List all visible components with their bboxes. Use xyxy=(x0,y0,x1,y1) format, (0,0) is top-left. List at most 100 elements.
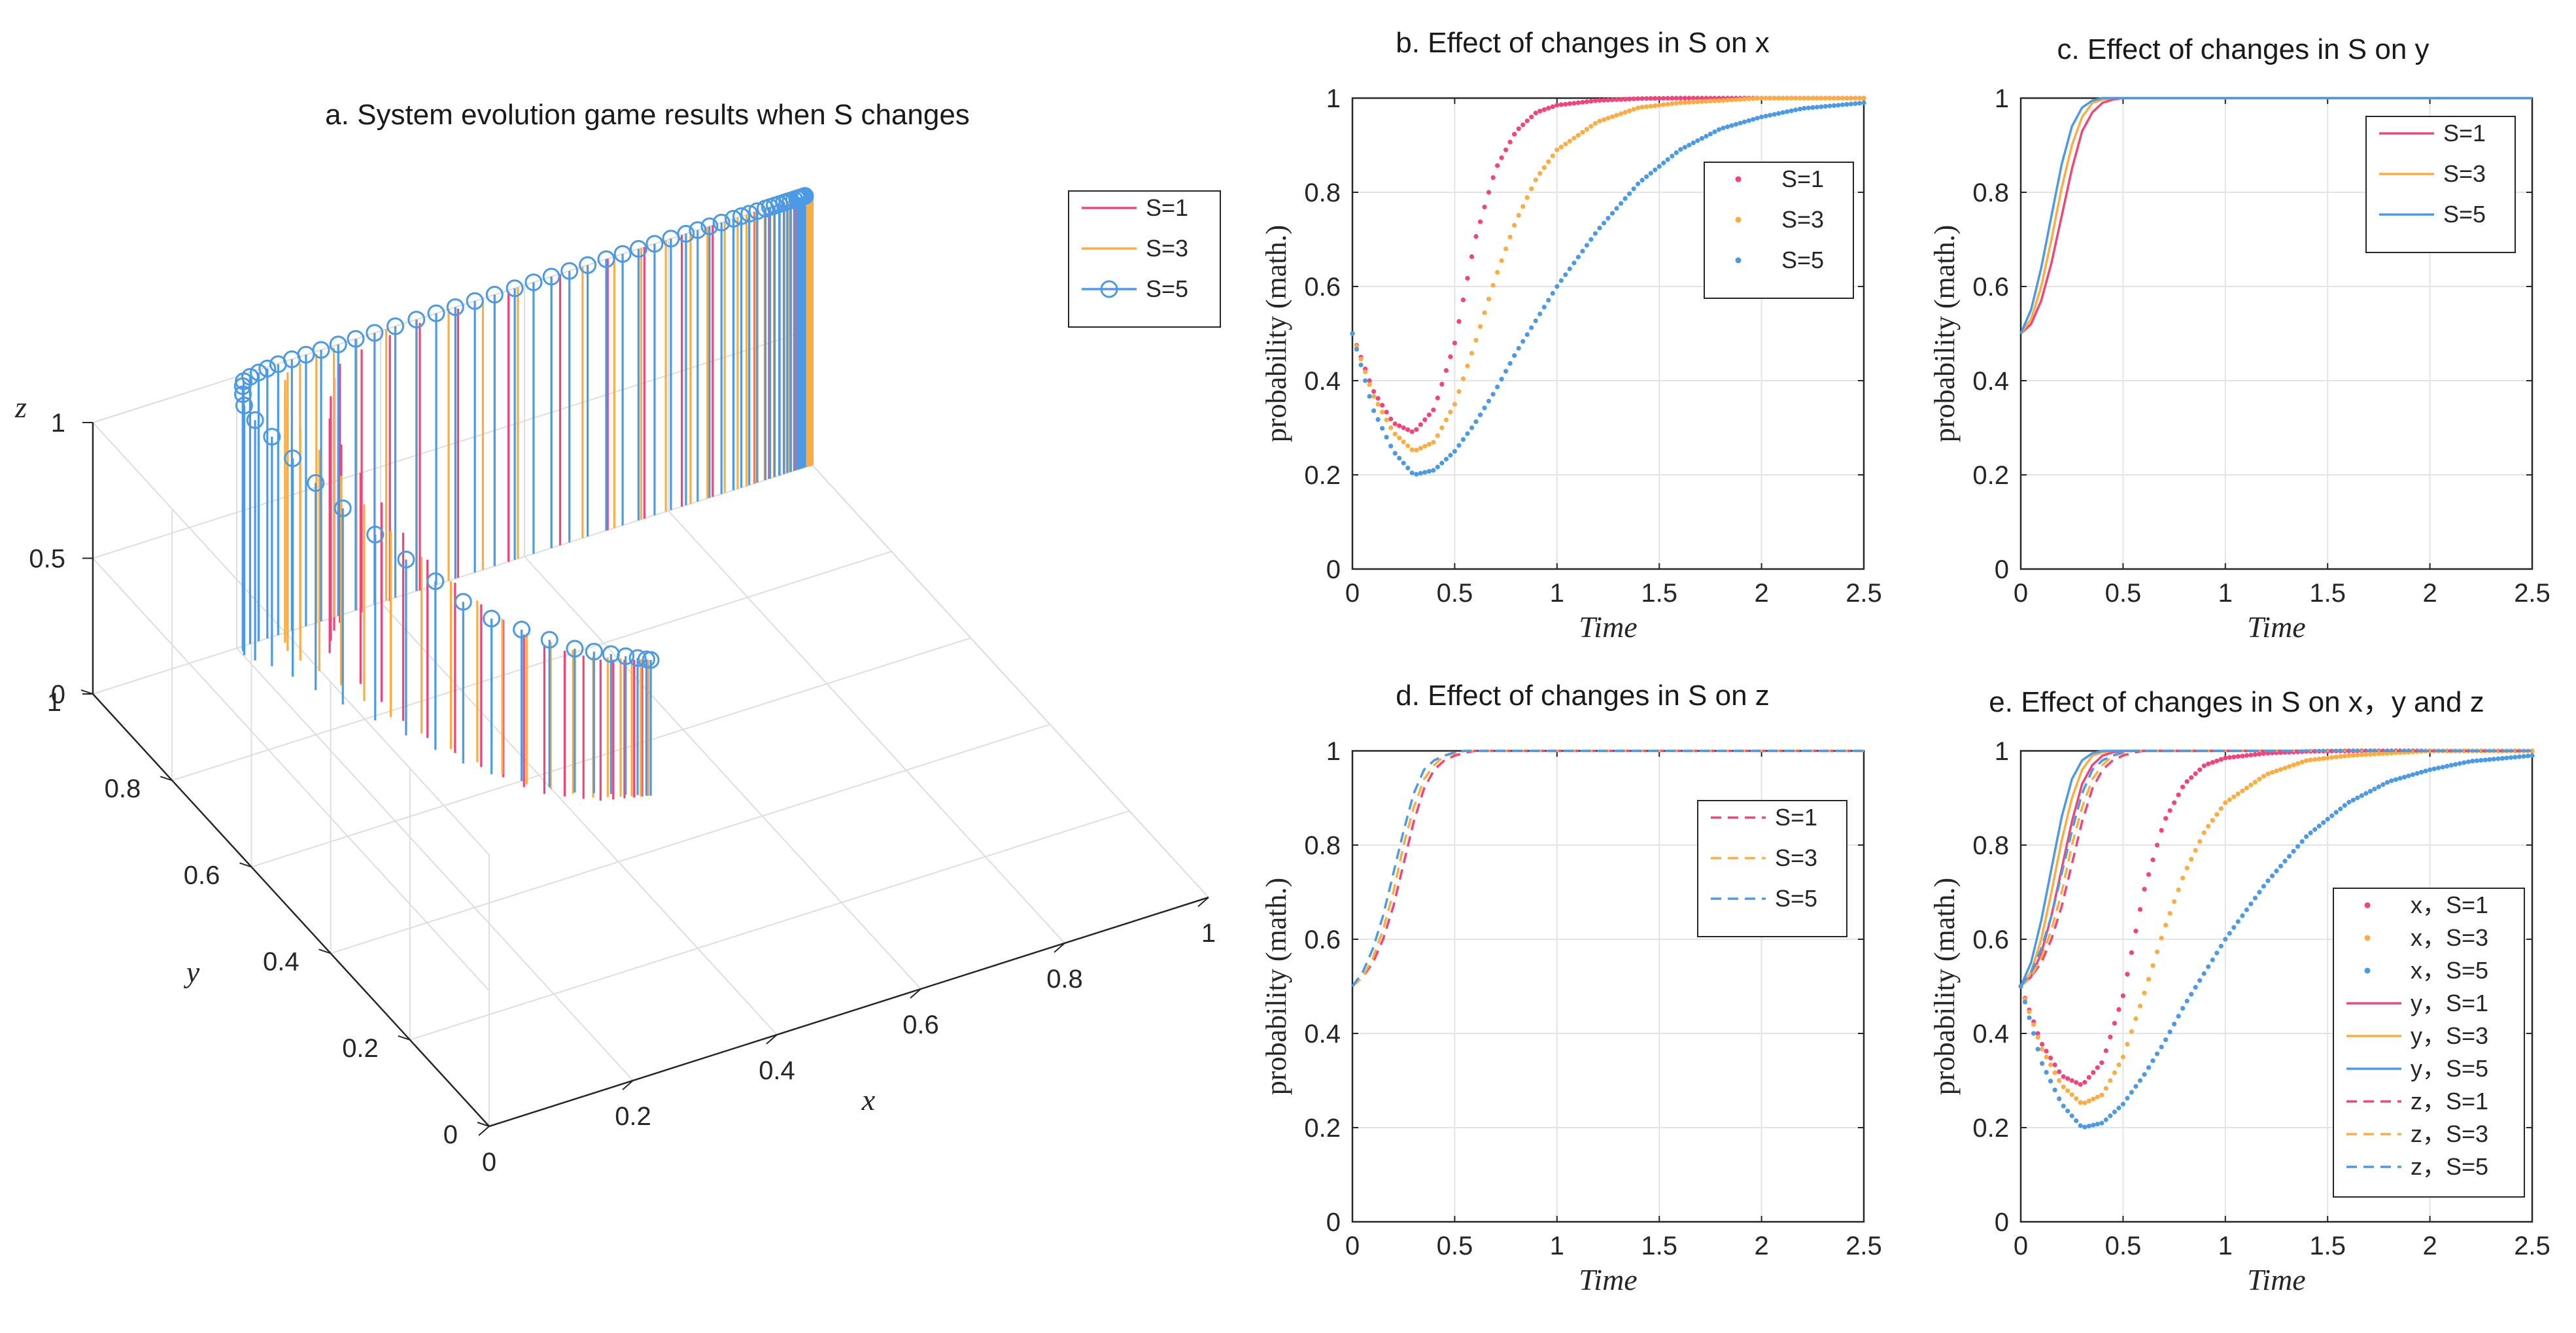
panel-b-series-3-point xyxy=(1831,103,1836,108)
panel-e-series-3-point xyxy=(2061,1103,2066,1109)
panel-d-y-tick-label: 0.2 xyxy=(1304,1114,1341,1143)
panel-e-series-1-point xyxy=(2044,1048,2049,1054)
panel-a-stem-head xyxy=(312,341,330,359)
panel-a-stem-head xyxy=(629,240,647,258)
panel-e-legend-marker xyxy=(2364,935,2371,941)
panel-e-series-1-point xyxy=(2125,971,2130,977)
panel-b-series-2-point xyxy=(1367,382,1372,387)
panel-b-series-2-point xyxy=(1529,186,1534,192)
panel-b-series-3-point xyxy=(1836,103,1841,108)
panel-b-series-2-point xyxy=(1806,95,1811,101)
panel-e-series-2-point xyxy=(2359,752,2364,757)
panel-b-series-2-point xyxy=(1861,95,1866,101)
panel-b-series-3-point xyxy=(1844,102,1849,107)
panel-e-series-3-point xyxy=(2231,925,2237,930)
panel-a-stem-head xyxy=(602,645,620,663)
panel-b-series-1-point xyxy=(1380,402,1385,408)
panel-e-series-3-point xyxy=(2291,849,2296,854)
panel-a-x-tick xyxy=(766,1034,778,1045)
panel-a-stem-head xyxy=(485,286,504,303)
panel-b-x-plot: 0 0.5 1 1.5 2 2.5 0 0.2 0.4 0.6 0.8 1 Time probabilit… xyxy=(1260,84,1882,644)
panel-b-series-3-point xyxy=(1580,249,1585,254)
panel-d-x-tick-label: 1.5 xyxy=(1641,1232,1677,1260)
panel-b-series-3-point xyxy=(1708,131,1713,137)
panel-e-series-3-point xyxy=(2393,777,2399,782)
panel-b-series-2-point xyxy=(1780,95,1785,101)
panel-b-series-3-point xyxy=(1435,464,1440,470)
panel-e-series-1-point xyxy=(2116,1007,2121,1012)
panel-a-z-axis-label: z xyxy=(14,390,27,424)
panel-e-series-2-point xyxy=(2363,752,2369,757)
panel-b-series-3-point xyxy=(1768,113,1773,118)
panel-e-series-1-point xyxy=(2201,763,2207,769)
panel-b-series-2-point xyxy=(1392,432,1398,437)
panel-c-title: c. Effect of changes in S on y xyxy=(2057,33,2429,65)
panel-b-series-2-point xyxy=(1670,101,1675,107)
panel-b-x-tick-label: 1.5 xyxy=(1641,579,1677,608)
panel-e-series-3-point xyxy=(2206,964,2211,969)
panel-e-series-1-point xyxy=(2172,800,2177,805)
panel-a-stem-head xyxy=(506,279,524,298)
panel-e-series-2-point xyxy=(2299,759,2305,765)
panel-b-series-3-point xyxy=(1563,272,1568,277)
panel-b-series-3-point xyxy=(1439,460,1445,466)
panel-e-series-3-point xyxy=(2380,782,2386,788)
panel-e-series-2-point xyxy=(2142,990,2147,995)
panel-c-x-tick-label: 2.5 xyxy=(2514,579,2550,608)
panel-a-stem-head xyxy=(466,292,484,310)
panel-e-series-3-point xyxy=(2146,1065,2152,1070)
panel-b-series-2-point xyxy=(1592,121,1598,126)
panel-b-series-1-point xyxy=(1550,104,1555,109)
panel-a-x-tick xyxy=(478,1126,490,1136)
panel-b-series-1-point xyxy=(1405,427,1411,432)
panel-e-series-1-point xyxy=(2248,752,2254,757)
panel-a-x-tick-label: 0 xyxy=(482,1148,496,1177)
panel-e-series-2-point xyxy=(2304,758,2309,763)
panel-b-series-2-point xyxy=(1653,103,1658,109)
panel-a-y-tick xyxy=(239,862,252,868)
panel-c-y-tick-label: 0.2 xyxy=(1972,461,2009,490)
panel-c-y-tick-label: 1 xyxy=(1995,84,2009,113)
panel-e-series-2-point xyxy=(2274,769,2279,774)
panel-e-series-3-point xyxy=(2479,757,2484,763)
panel-e-series-3-point xyxy=(2120,1101,2125,1107)
panel-b-series-3-point xyxy=(1397,455,1402,461)
panel-e-series-2-point xyxy=(2103,1086,2108,1091)
panel-a-stem-head xyxy=(513,621,531,638)
panel-e-series-3-point xyxy=(2244,907,2249,912)
panel-b-series-2-point xyxy=(1546,159,1551,164)
panel-a-z-tick-label: 1 xyxy=(51,409,65,438)
panel-a-stem-head xyxy=(677,224,695,243)
panel-a-stem-head xyxy=(597,250,615,268)
panel-b-series-1-point xyxy=(1524,118,1530,124)
panel-e-series-2-point xyxy=(2350,753,2356,758)
panel-c-x-tick-label: 1 xyxy=(2218,579,2233,608)
panel-e-series-3-point xyxy=(2474,758,2479,763)
panel-b-x-tick-label: 0 xyxy=(1345,579,1360,608)
panel-b-series-3-point xyxy=(1363,378,1368,383)
panel-b-series-3-point xyxy=(1401,460,1406,466)
panel-e-series-1-point xyxy=(2120,993,2125,998)
panel-e-series-2-point xyxy=(2078,1100,2083,1105)
panel-b-series-2-point xyxy=(1768,95,1773,101)
panel-b-series-1-point xyxy=(1397,423,1402,428)
panel-e-series-3-point xyxy=(2022,999,2028,1005)
panel-b-series-1-point xyxy=(1409,429,1415,434)
panel-b-series-3-point xyxy=(1746,118,1751,123)
panel-c-series-3-line xyxy=(2019,97,2532,334)
panel-e-series-2-point xyxy=(2193,848,2198,853)
panel-e-series-2-point xyxy=(2325,755,2330,761)
panel-b-series-1-point xyxy=(1670,95,1675,101)
panel-e-series-1-point xyxy=(2057,1069,2062,1075)
panel-d-x-tick-label: 2 xyxy=(1754,1232,1768,1260)
panel-b-series-3-point xyxy=(1567,266,1572,271)
panel-b-series-3-point xyxy=(1755,116,1760,121)
panel-c-y-tick-label: 0.6 xyxy=(1972,273,2009,302)
panel-b-series-3-point xyxy=(1375,417,1381,423)
panel-c-y-plot: 0 0.5 1 1.5 2 2.5 0 0.2 0.4 0.6 0.8 1 Time probabilit… xyxy=(1929,84,2550,644)
panel-e-legend-label: y，S=1 xyxy=(2411,990,2488,1016)
panel-e-series-2-point xyxy=(2069,1092,2074,1098)
panel-e-series-1-point xyxy=(2252,752,2258,757)
panel-a-stem-head xyxy=(258,359,277,377)
